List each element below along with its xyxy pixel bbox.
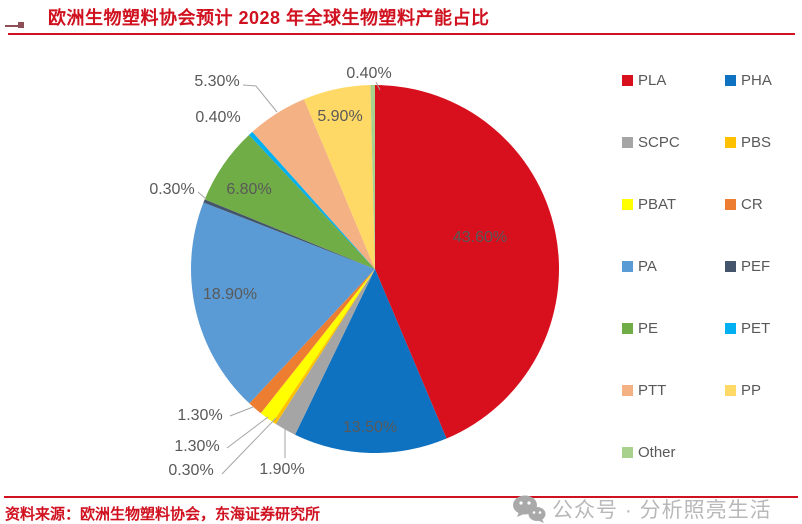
legend-label-pbat: PBAT bbox=[638, 195, 677, 213]
leader-line-pef bbox=[197, 191, 207, 200]
legend-swatch-pp bbox=[725, 384, 736, 396]
legend-swatch-other bbox=[622, 446, 633, 458]
pie-label-pp: 5.90% bbox=[317, 108, 362, 125]
legend-item-pla: PLA bbox=[622, 71, 725, 89]
pie-label-pet: 0.40% bbox=[195, 109, 240, 126]
leader-line-ptt bbox=[242, 84, 278, 113]
wechat-icon bbox=[513, 495, 546, 523]
pie-slice-ptt bbox=[252, 99, 375, 269]
legend-item-pbs: PBS bbox=[725, 133, 800, 151]
legend-item-ptt: PTT bbox=[622, 381, 725, 399]
footer-rule bbox=[4, 496, 798, 498]
pie-label-pha: 13.50% bbox=[343, 419, 397, 436]
legend-swatch-pef bbox=[725, 260, 736, 272]
leader-line-pbat bbox=[226, 416, 269, 449]
legend-label-pbs: PBS bbox=[741, 133, 772, 151]
legend-item-pp: PP bbox=[725, 381, 800, 399]
chart-legend: PLA PHA SCPC PBS PBAT CR PA PEF PE PET PTT PP Other bbox=[622, 72, 800, 506]
leader-line-other bbox=[375, 81, 381, 91]
legend-label-pp: PP bbox=[741, 381, 762, 399]
pie-label-pbat: 1.30% bbox=[174, 438, 219, 455]
legend-label-ptt: PTT bbox=[638, 381, 667, 399]
legend-item-scpc: SCPC bbox=[622, 133, 725, 151]
legend-label-scpc: SCPC bbox=[638, 133, 680, 151]
legend-label-pa: PA bbox=[638, 257, 657, 275]
pie-slice-pet bbox=[248, 131, 375, 269]
pie-label-pe: 6.80% bbox=[226, 181, 271, 198]
legend-item-pha: PHA bbox=[725, 71, 800, 89]
legend-item-cr: CR bbox=[725, 195, 800, 213]
pie-label-cr: 1.30% bbox=[177, 407, 222, 424]
pie-slice-pbat bbox=[260, 269, 375, 423]
legend-label-pla: PLA bbox=[638, 71, 667, 89]
legend-swatch-pa bbox=[622, 260, 633, 272]
watermark: 公众号 · 分析照亮生活 bbox=[512, 494, 772, 524]
legend-swatch-pet bbox=[725, 322, 736, 334]
legend-label-cr: CR bbox=[741, 195, 763, 213]
pie-slice-pbs bbox=[272, 269, 375, 424]
legend-label-other: Other bbox=[638, 443, 676, 461]
pie-slice-pe bbox=[204, 134, 375, 269]
pie-slice-scpc bbox=[275, 269, 375, 435]
pie-slice-pa bbox=[191, 202, 375, 404]
title-underline-rule bbox=[8, 33, 795, 35]
pie-label-pa: 18.90% bbox=[203, 286, 257, 303]
title-dash-mark bbox=[5, 25, 20, 27]
chart-title: 欧洲生物塑料协会预计 2028 年全球生物塑料产能占比 bbox=[48, 8, 490, 28]
legend-swatch-pe bbox=[622, 322, 633, 334]
legend-swatch-pha bbox=[725, 74, 736, 86]
pie-label-ptt: 5.30% bbox=[194, 73, 239, 90]
legend-swatch-scpc bbox=[622, 136, 633, 148]
legend-label-pet: PET bbox=[741, 319, 771, 337]
legend-label-pha: PHA bbox=[741, 71, 772, 89]
legend-item-other: Other bbox=[622, 443, 725, 461]
legend-label-pef: PEF bbox=[741, 257, 771, 275]
legend-swatch-cr bbox=[725, 198, 736, 210]
legend-item-pbat: PBAT bbox=[622, 195, 725, 213]
legend-item-pa: PA bbox=[622, 257, 725, 275]
legend-item-pet: PET bbox=[725, 319, 800, 337]
pie-slice-cr bbox=[249, 269, 375, 414]
pie-slice-pef bbox=[203, 199, 375, 269]
pie-slice-pp bbox=[303, 85, 375, 269]
watermark-text: 公众号 · 分析照亮生活 bbox=[552, 499, 772, 522]
pie-slice-pla bbox=[375, 85, 560, 439]
legend-swatch-pbat bbox=[622, 198, 633, 210]
source-note: 资料来源：欧洲生物塑料协会，东海证券研究所 bbox=[5, 506, 321, 523]
pie-label-pef: 0.30% bbox=[149, 181, 194, 198]
legend-swatch-ptt bbox=[622, 384, 633, 396]
leader-line-cr bbox=[229, 406, 254, 417]
pie-label-other: 0.40% bbox=[346, 65, 391, 82]
pie-label-scpc: 1.90% bbox=[259, 461, 304, 478]
pie-slice-other bbox=[370, 85, 375, 269]
pie-label-pbs: 0.30% bbox=[168, 462, 213, 479]
legend-item-pef: PEF bbox=[725, 257, 800, 275]
title-dash-square-mark bbox=[18, 22, 24, 28]
leader-line-pbs bbox=[221, 417, 277, 475]
pie-label-pla: 43.60% bbox=[453, 229, 507, 246]
legend-item-pe: PE bbox=[622, 319, 725, 337]
legend-swatch-pla bbox=[622, 74, 633, 86]
legend-label-pe: PE bbox=[638, 319, 659, 337]
pie-slice-pha bbox=[295, 269, 447, 454]
legend-swatch-pbs bbox=[725, 136, 736, 148]
